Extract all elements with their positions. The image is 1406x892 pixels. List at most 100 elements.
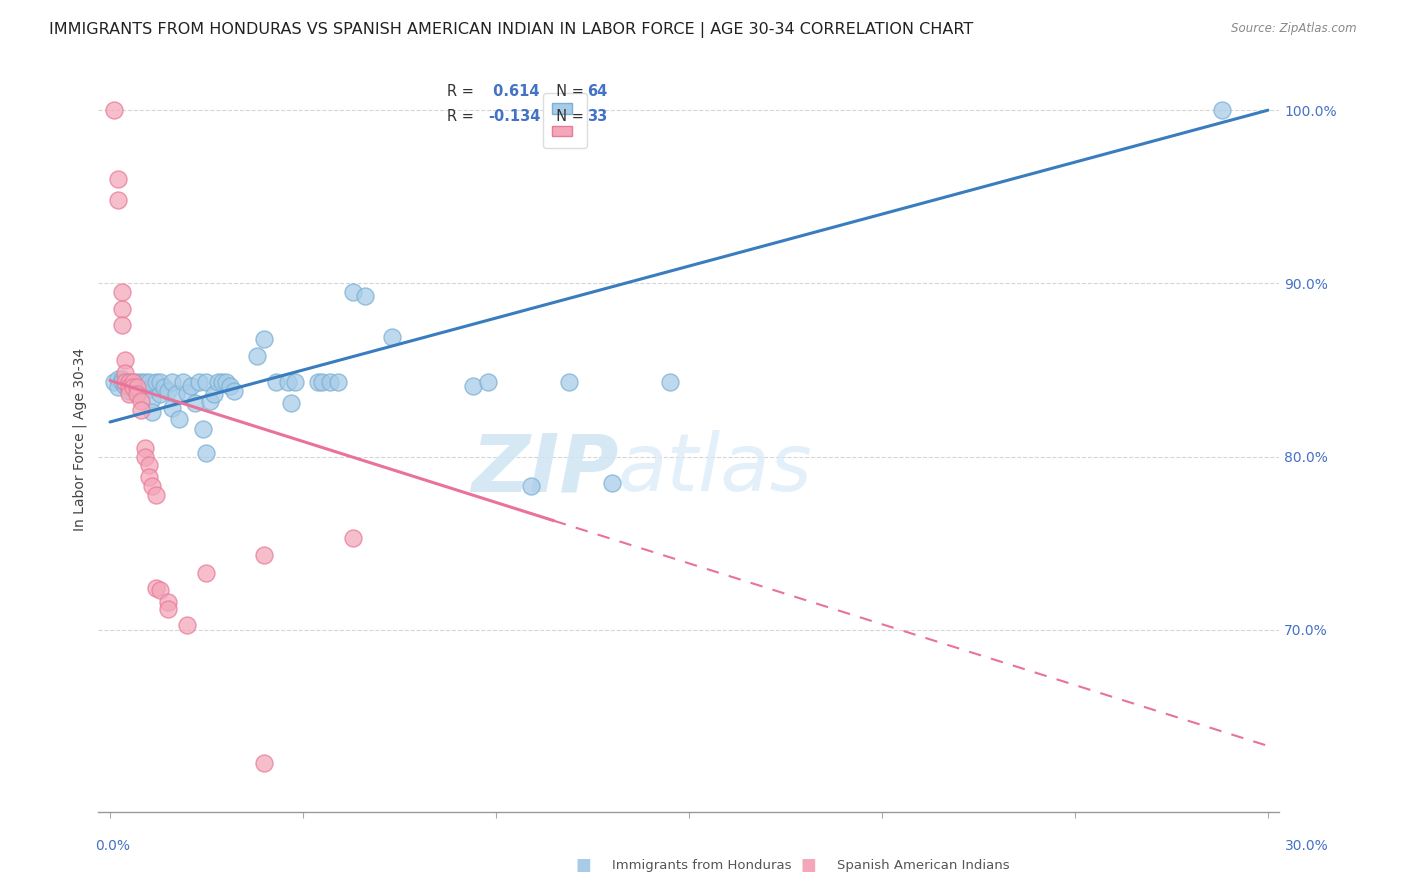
Point (477, 375, 499, 389)
Point (353, 288, 375, 302)
Point (125, 375, 148, 389)
Point (145, 582, 167, 596)
Point (134, 450, 156, 464)
Point (122, 380, 145, 394)
Point (110, 375, 132, 389)
Point (107, 372, 129, 386)
Point (145, 375, 167, 389)
Point (138, 458, 160, 473)
Legend: , : , (543, 93, 586, 147)
Point (118, 380, 141, 394)
Point (138, 470, 160, 484)
Point (129, 394, 152, 409)
Text: N =: N = (547, 109, 589, 124)
Text: Spanish American Indians: Spanish American Indians (837, 859, 1010, 871)
Point (134, 375, 156, 389)
Text: 0.0%: 0.0% (96, 838, 131, 853)
Point (319, 375, 342, 389)
Point (125, 385, 148, 400)
Point (1211, 103, 1233, 118)
Text: IMMIGRANTS FROM HONDURAS VS SPANISH AMERICAN INDIAN IN LABOR FORCE | AGE 30-34 C: IMMIGRANTS FROM HONDURAS VS SPANISH AMER… (49, 22, 973, 38)
Point (114, 367, 136, 381)
Point (103, 375, 125, 389)
Point (138, 382, 160, 396)
Point (176, 617, 198, 632)
Text: ■: ■ (575, 856, 592, 874)
Point (191, 422, 214, 436)
Point (114, 375, 136, 389)
Point (118, 375, 141, 389)
Text: 0.614: 0.614 (488, 84, 540, 99)
Point (184, 396, 207, 410)
Point (156, 602, 179, 616)
Point (103, 103, 125, 118)
Text: -0.134: -0.134 (488, 109, 540, 124)
Point (160, 375, 183, 389)
Point (114, 378, 136, 392)
Point (187, 375, 209, 389)
Point (138, 375, 160, 389)
Point (125, 380, 148, 394)
Point (110, 372, 132, 386)
Point (600, 475, 623, 490)
Point (253, 756, 276, 771)
Point (169, 411, 191, 425)
Point (200, 394, 222, 409)
Point (284, 375, 307, 389)
Point (172, 375, 194, 389)
Point (195, 446, 218, 460)
Text: Immigrants from Honduras: Immigrants from Honduras (612, 859, 792, 871)
Point (176, 385, 198, 400)
Text: N =: N = (547, 84, 589, 99)
Point (253, 332, 276, 346)
Point (461, 378, 484, 392)
Point (381, 330, 404, 344)
Point (122, 375, 145, 389)
Point (110, 318, 132, 332)
Point (141, 479, 163, 493)
Point (180, 378, 202, 392)
Point (215, 375, 238, 389)
Point (114, 375, 136, 389)
Point (342, 285, 364, 299)
Point (134, 441, 156, 455)
Point (246, 349, 269, 363)
Point (307, 375, 329, 389)
Point (129, 402, 152, 417)
Text: ■: ■ (800, 856, 817, 874)
Point (122, 375, 145, 389)
Point (658, 375, 681, 389)
Point (558, 375, 581, 389)
Point (311, 375, 333, 389)
Point (165, 387, 187, 401)
Point (153, 380, 176, 394)
Text: 64: 64 (588, 84, 607, 99)
Point (149, 582, 172, 597)
Point (107, 172, 129, 186)
Point (195, 375, 218, 389)
Text: R =: R = (447, 84, 478, 99)
Text: ZIP: ZIP (471, 430, 619, 508)
Point (202, 387, 225, 401)
Point (141, 392, 163, 407)
Point (129, 375, 152, 389)
Point (253, 549, 276, 563)
Point (110, 285, 132, 299)
Point (118, 375, 141, 389)
Point (107, 194, 129, 208)
Point (222, 384, 245, 398)
Point (519, 479, 541, 493)
Text: Source: ZipAtlas.com: Source: ZipAtlas.com (1232, 22, 1357, 36)
Point (156, 595, 179, 609)
Point (125, 387, 148, 401)
Point (149, 375, 172, 389)
Point (149, 387, 172, 401)
Point (264, 375, 287, 389)
Point (110, 302, 132, 317)
Point (280, 396, 302, 410)
Point (211, 375, 233, 389)
Point (145, 488, 167, 502)
Point (277, 375, 299, 389)
Point (342, 531, 364, 545)
Point (326, 375, 349, 389)
